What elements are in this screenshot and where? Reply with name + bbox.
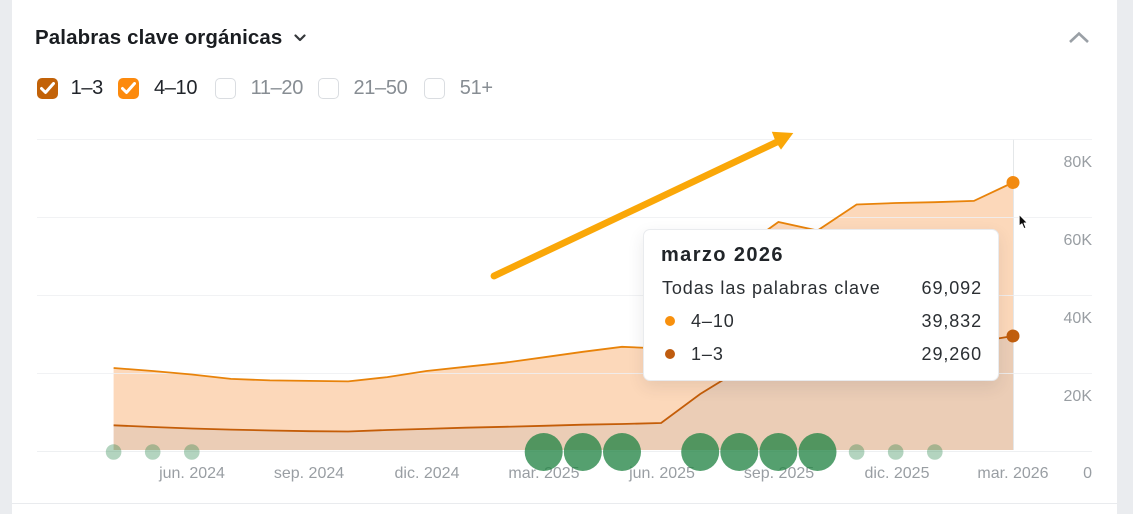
svg-text:mar. 2025: mar. 2025 <box>508 465 579 482</box>
svg-text:20K: 20K <box>1064 388 1093 405</box>
svg-text:dic. 2024: dic. 2024 <box>395 465 460 482</box>
svg-text:40K: 40K <box>1064 310 1093 327</box>
svg-text:jun. 2025: jun. 2025 <box>628 465 695 482</box>
svg-text:0: 0 <box>1083 465 1092 482</box>
svg-text:sep. 2025: sep. 2025 <box>744 465 814 482</box>
svg-text:jun. 2024: jun. 2024 <box>158 465 225 482</box>
svg-text:60K: 60K <box>1064 232 1093 249</box>
svg-text:dic. 2025: dic. 2025 <box>865 465 930 482</box>
svg-text:mar. 2026: mar. 2026 <box>977 465 1048 482</box>
svg-text:80K: 80K <box>1064 154 1093 171</box>
svg-text:sep. 2024: sep. 2024 <box>274 465 344 482</box>
